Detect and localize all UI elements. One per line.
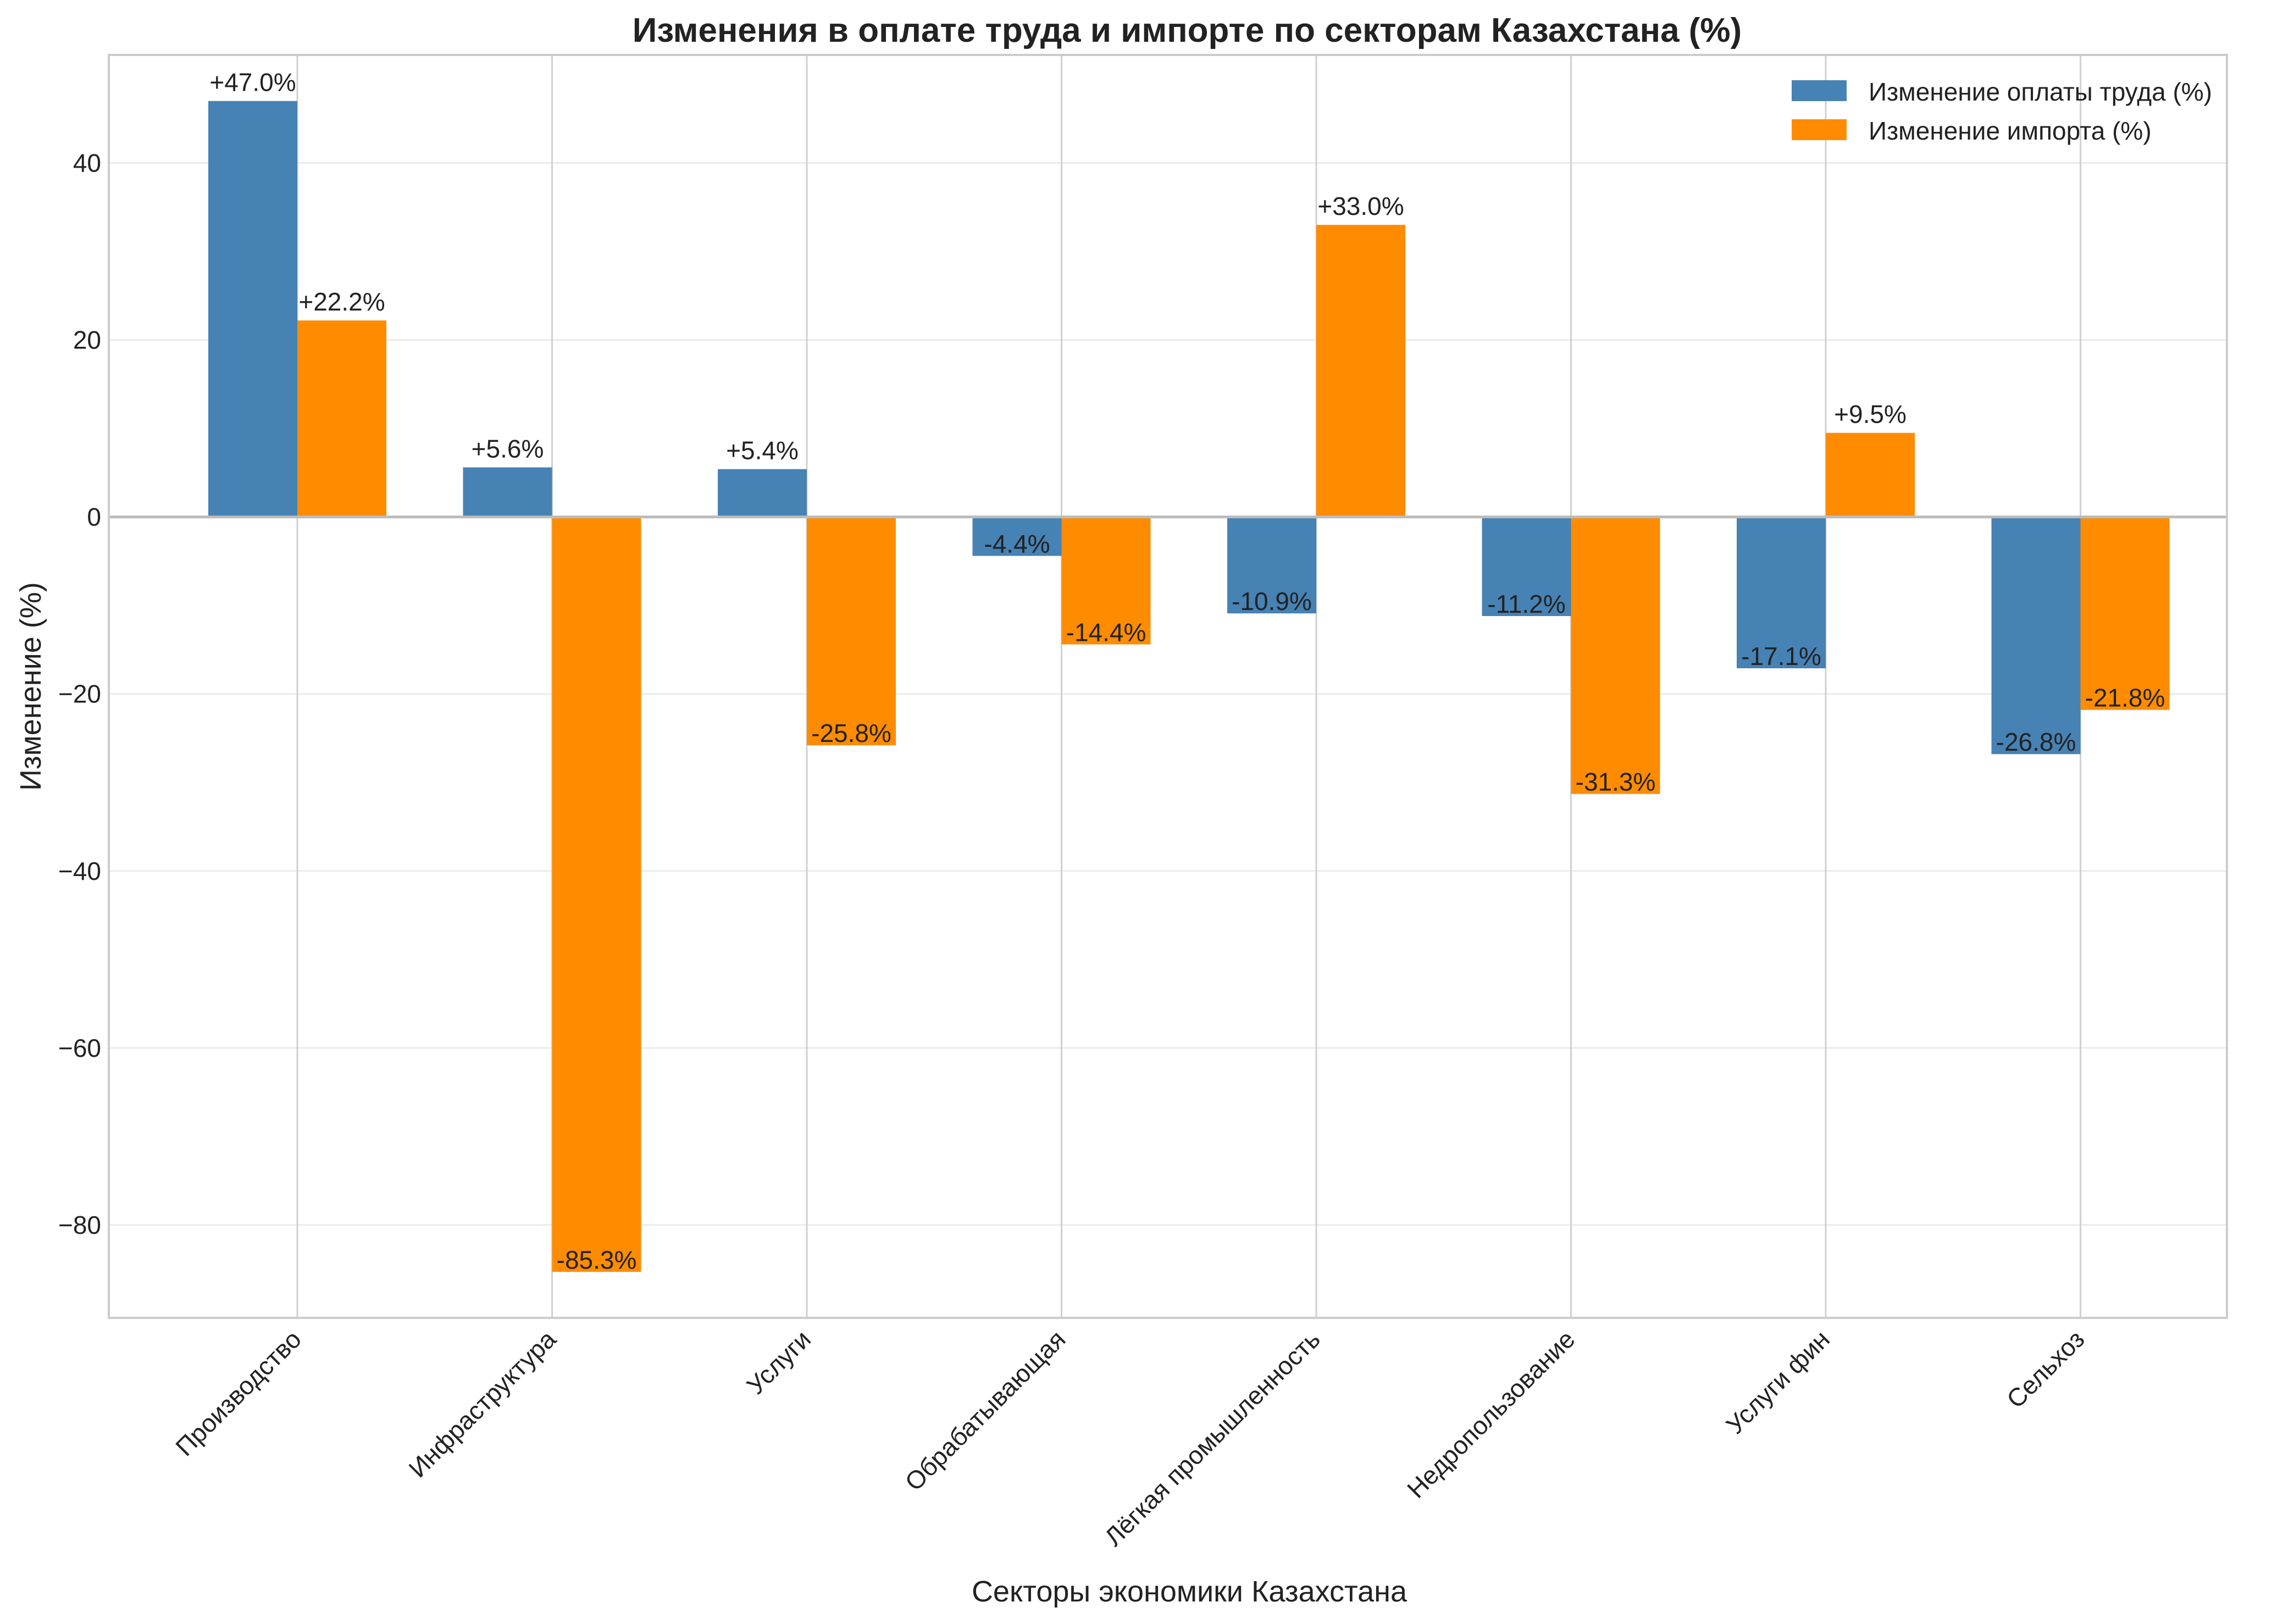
bar-wages-7 <box>1991 517 2081 755</box>
data-label-imports-4: +33.0% <box>1317 192 1404 220</box>
legend-swatch-wages <box>1792 80 1847 101</box>
bar-imports-7 <box>2080 517 2170 710</box>
y-tick-label: −80 <box>58 1211 101 1239</box>
y-tick-label: 40 <box>73 148 101 177</box>
bar-wages-1 <box>463 467 552 517</box>
bar-wages-4 <box>1227 517 1316 614</box>
bar-wages-2 <box>718 469 807 517</box>
y-tick-label: −40 <box>58 857 101 885</box>
x-axis-label: Секторы экономики Казахстана <box>972 1575 1408 1608</box>
y-tick-label: 0 <box>87 503 101 531</box>
data-label-wages-0: +47.0% <box>209 68 296 97</box>
legend-label-wages: Изменение оплаты труда (%) <box>1869 77 2212 106</box>
plot-frame <box>108 54 2228 1319</box>
data-label-imports-2: -25.8% <box>811 719 891 747</box>
bar-wages-3 <box>972 517 1062 556</box>
y-axis-label: Изменение (%) <box>14 582 47 791</box>
data-label-wages-7: -26.8% <box>1996 728 2076 756</box>
y-tick-label: −60 <box>58 1034 101 1062</box>
data-label-imports-3: -14.4% <box>1066 618 1146 647</box>
y-tick-label: 20 <box>73 326 101 354</box>
bar-wages-5 <box>1482 517 1571 616</box>
data-label-imports-0: +22.2% <box>298 287 385 316</box>
plot-area <box>109 55 2227 1318</box>
bars <box>208 101 2170 1272</box>
bar-imports-0 <box>297 320 386 517</box>
bar-wages-0 <box>208 101 297 517</box>
data-label-wages-1: +5.6% <box>472 434 544 463</box>
data-label-imports-1: -85.3% <box>557 1245 637 1274</box>
legend: Изменение оплаты труда (%) Изменение имп… <box>1792 77 2212 145</box>
gridlines <box>109 55 2227 1318</box>
chart-title: Изменения в оплате труда и импорте по се… <box>633 12 1742 49</box>
bar-imports-2 <box>807 517 896 746</box>
bar-imports-3 <box>1061 517 1151 645</box>
legend-swatch-imports <box>1792 119 1847 140</box>
bar-imports-6 <box>1826 433 1915 517</box>
data-label-wages-4: -10.9% <box>1232 587 1312 616</box>
y-tick-labels: 40 20 0 −20 −40 −60 −80 <box>58 148 101 1239</box>
bar-imports-1 <box>552 517 641 1272</box>
data-label-imports-5: -31.3% <box>1576 768 1656 796</box>
bar-imports-4 <box>1316 225 1405 517</box>
data-label-imports-7: -21.8% <box>2085 684 2165 712</box>
bar-wages-6 <box>1737 517 1826 668</box>
legend-label-imports: Изменение импорта (%) <box>1869 117 2152 145</box>
data-label-imports-6: +9.5% <box>1834 400 1907 429</box>
data-labels: +47.0% +5.6% +5.4% -4.4% -10.9% -11.2% -17.1% -… <box>209 68 2165 1274</box>
data-label-wages-3: -4.4% <box>984 529 1050 558</box>
data-label-wages-2: +5.4% <box>726 436 799 465</box>
data-label-wages-5: -11.2% <box>1487 590 1565 618</box>
y-tick-label: −20 <box>58 680 101 708</box>
bar-imports-5 <box>1571 517 1660 794</box>
data-label-wages-6: -17.1% <box>1741 642 1821 670</box>
